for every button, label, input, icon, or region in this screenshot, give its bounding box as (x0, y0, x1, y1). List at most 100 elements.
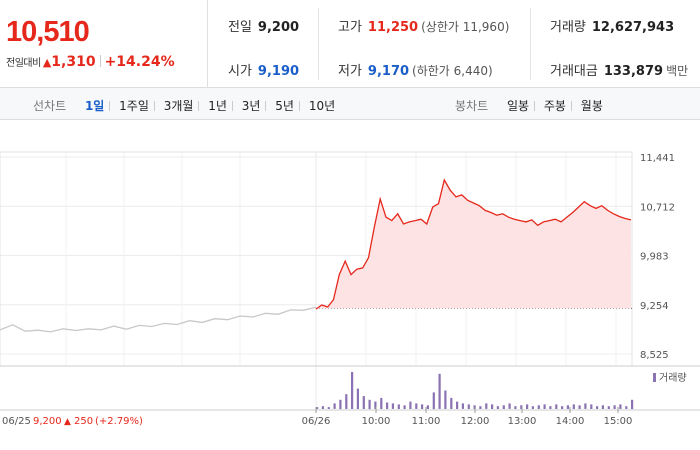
volume-bar (631, 399, 634, 410)
x-tick-label: 13:00 (508, 416, 537, 427)
tab-daily[interactable]: 일봉 (506, 99, 530, 113)
candle-chart-label: 봉차트 (455, 99, 489, 113)
volume-bar (531, 406, 534, 409)
stat-prev-close: 전일 9,200 (228, 20, 300, 35)
tab-1d[interactable]: 1일 (84, 99, 105, 113)
tab-3m[interactable]: 3개월 (163, 99, 194, 113)
y-tick-label: 9,983 (640, 252, 669, 263)
chart-period-tabs: 선차트 1일 1주일 3개월 1년 3년 5년 10년 봉차트 일봉 주봉 월봉 (0, 88, 700, 120)
y-tick-label: 9,254 (640, 301, 669, 312)
change-label: 전일대비 (6, 58, 41, 69)
volume-bar (537, 405, 540, 409)
prev-day-close: 9,200 (33, 416, 62, 427)
stat-open: 시가 9,190 (228, 64, 300, 79)
y-tick-label: 10,712 (640, 202, 675, 213)
volume-bar (351, 372, 354, 409)
prev-day-percent: (+2.79%) (95, 416, 143, 427)
tab-5y[interactable]: 5년 (275, 99, 294, 113)
volume-legend: 거래량 (659, 372, 687, 384)
volume-bar (426, 405, 429, 409)
volume-bar (514, 406, 517, 409)
divider (99, 55, 101, 67)
prev-day-date: 06/25 (2, 416, 31, 427)
intraday-chart: 11,441 10,712 9,983 9,254 8,525 거래량 06/26 10:… (0, 120, 700, 450)
price-summary: 10,510 전일대비 ▲1,310 +14.24% (0, 0, 208, 88)
volume-bar (485, 403, 488, 409)
stat-low: 저가 9,170 (하한가 6,440) (338, 64, 493, 79)
price-chart-svg: 11,441 10,712 9,983 9,254 8,525 거래량 06/26 10:… (0, 151, 700, 427)
volume-bar (578, 405, 581, 409)
today-price-line (315, 178, 632, 310)
volume-bar (461, 403, 464, 409)
volume-bar (456, 401, 459, 409)
volume-bar (491, 404, 494, 409)
volume-bar (327, 407, 330, 409)
volume-bar (607, 406, 610, 409)
volume-bar (368, 399, 371, 410)
tab-1y[interactable]: 1년 (208, 99, 227, 113)
volume-bar (555, 404, 558, 409)
up-arrow-icon: ▲ (42, 56, 52, 69)
x-tick-label: 10:00 (362, 416, 391, 427)
volume-bar (572, 404, 575, 409)
volume-bar (496, 406, 499, 409)
volume-bar (321, 406, 324, 409)
volume-bar (520, 405, 523, 409)
volume-bar (502, 405, 505, 409)
x-tick-label: 14:00 (556, 416, 585, 427)
tab-1w[interactable]: 1주일 (119, 99, 149, 113)
volume-bar (450, 397, 453, 409)
volume-bar (590, 404, 593, 409)
change-percent: +14.24% (104, 54, 175, 70)
quote-header: 10,510 전일대비 ▲1,310 +14.24% 전일 9,200 시가 9,190… (0, 0, 700, 88)
candle-chart-tabs: 봉차트 일봉 주봉 월봉 (455, 97, 608, 114)
stat-high: 고가 11,250 (상한가 11,960) (338, 20, 510, 35)
volume-bar (543, 404, 546, 409)
y-tick-label: 8,525 (640, 350, 669, 361)
prev-day-change: 250 (74, 416, 93, 427)
price-change: 전일대비 ▲1,310 +14.24% (6, 54, 175, 70)
x-tick-label: 06/26 (302, 416, 331, 427)
volume-bar (566, 405, 569, 409)
volume-bar (333, 403, 336, 409)
tab-weekly[interactable]: 주봉 (543, 99, 566, 113)
divider (530, 8, 531, 80)
volume-bar (316, 407, 319, 409)
tab-3y[interactable]: 3년 (241, 99, 261, 113)
volume-bar (508, 403, 511, 409)
stat-volume: 거래량 12,627,943 (550, 20, 675, 35)
x-axis-ticks: 06/26 10:00 11:00 12:00 13:00 14:00 15:00 (302, 407, 632, 427)
volume-bar (584, 403, 587, 409)
tab-monthly[interactable]: 월봉 (580, 99, 603, 113)
volume-bar (409, 401, 412, 409)
volume-bars (316, 372, 634, 410)
up-arrow-icon: ▲ (64, 417, 71, 427)
volume-bar (345, 394, 348, 409)
volume-bar (362, 396, 365, 409)
volume-bar (625, 406, 628, 409)
volume-bar (421, 404, 424, 409)
tab-10y[interactable]: 10년 (308, 99, 336, 113)
volume-legend-swatch (653, 373, 656, 382)
volume-bar (438, 373, 441, 409)
volume-bar (356, 388, 359, 409)
volume-bar (619, 404, 622, 409)
line-chart-tabs: 선차트 1일 1주일 3개월 1년 3년 5년 10년 (33, 97, 340, 114)
volume-bar (467, 404, 470, 409)
volume-bar (397, 404, 400, 409)
line-chart-label: 선차트 (33, 99, 67, 113)
volume-bar (403, 405, 406, 409)
volume-bar (549, 406, 552, 409)
volume-bar (374, 401, 377, 409)
current-price: 10,510 (6, 16, 90, 48)
volume-bar (386, 402, 389, 409)
x-tick-label: 12:00 (461, 416, 490, 427)
volume-bar (380, 397, 383, 409)
today-price-area (316, 180, 631, 309)
volume-bar (339, 399, 342, 410)
volume-bar (391, 403, 394, 409)
volume-bar (432, 392, 435, 410)
volume-bar (613, 405, 616, 409)
stat-amount: 거래대금 133,879 백만 (550, 64, 689, 79)
volume-bar (526, 404, 529, 409)
